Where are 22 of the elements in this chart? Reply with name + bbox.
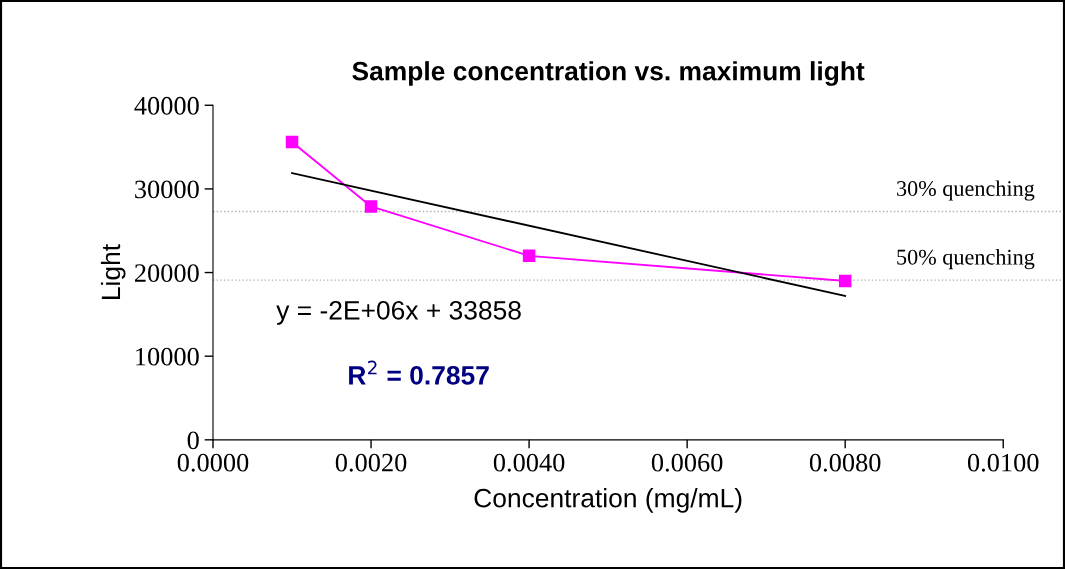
point xyxy=(285,135,299,149)
y-tick-label: 10000 xyxy=(136,347,199,366)
x-tick-label: 0.0060 xyxy=(651,453,723,472)
x-tick-label: 0.0040 xyxy=(493,453,565,472)
y-tick-label: 20000 xyxy=(134,264,199,282)
y-tick-label: 30000 xyxy=(135,180,199,199)
x-tick-label: 0.0080 xyxy=(809,453,881,472)
annotation: R$^{2}$ = 0.7857 xyxy=(349,360,489,385)
annotation: y = -2E+06x + 33858 xyxy=(276,300,521,325)
chart-title: Sample concentration vs. maximum light xyxy=(352,61,865,86)
x-tick-label: 0.0020 xyxy=(335,453,407,472)
ref-line-label: 50% quenching xyxy=(897,248,1035,270)
ref-line-label: 30% quenching xyxy=(897,180,1035,201)
point xyxy=(838,274,852,288)
y-axis-title: Light xyxy=(100,244,126,299)
point xyxy=(522,249,536,263)
x-tick-label: 0.0000 xyxy=(177,453,249,472)
y-tick-label: 0 xyxy=(187,431,199,450)
point xyxy=(364,200,378,213)
x-axis-title: Concentration (mg/mL) xyxy=(474,488,742,513)
x-tick-label: 0.0100 xyxy=(967,453,1039,472)
y-tick-label: 40000 xyxy=(134,96,199,115)
